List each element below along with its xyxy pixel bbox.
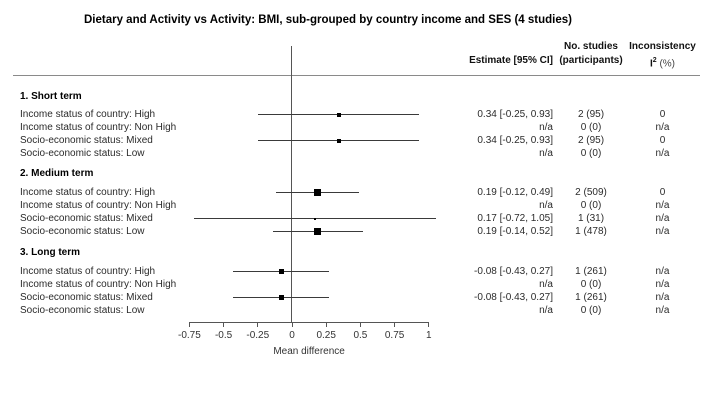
row-label: Income status of country: High xyxy=(20,109,156,120)
row-n-studies: 1 (261) xyxy=(575,292,607,303)
row-inconsistency: 0 xyxy=(659,187,666,198)
x-axis-tick xyxy=(428,322,430,327)
row-label: Income status of country: Non High xyxy=(20,122,177,133)
row-inconsistency: n/a xyxy=(655,292,670,303)
row-inconsistency: 0 xyxy=(659,135,666,146)
row-n-studies: 1 (261) xyxy=(575,266,607,277)
x-axis-tick xyxy=(223,322,225,327)
group-heading-long-term: 3. Long term xyxy=(20,247,81,258)
estimate-marker xyxy=(314,228,322,235)
row-estimate: 0.19 [-0.14, 0.52] xyxy=(477,226,553,237)
x-tick-label: 0.25 xyxy=(316,330,336,341)
row-inconsistency: n/a xyxy=(655,279,670,290)
row-label: Socio-economic status: Mixed xyxy=(20,213,153,224)
row-n-studies: 1 (478) xyxy=(575,226,607,237)
i2-superscript: 2 xyxy=(652,57,657,64)
row-estimate: -0.08 [-0.43, 0.27] xyxy=(474,266,553,277)
row-label: Socio-economic status: Mixed xyxy=(20,135,153,146)
row-n-studies: 2 (95) xyxy=(577,109,605,120)
row-label: Income status of country: Non High xyxy=(20,279,177,290)
row-estimate: 0.17 [-0.72, 1.05] xyxy=(477,213,553,224)
col-header-i2-percent: I2 (%) xyxy=(625,54,700,70)
chart-title: Dietary and Activity vs Activity: BMI, s… xyxy=(84,14,572,26)
row-estimate: 0.19 [-0.12, 0.49] xyxy=(477,187,553,198)
row-label: Income status of country: High xyxy=(20,187,156,198)
x-axis-line xyxy=(189,322,429,323)
i2-percent-unit: (%) xyxy=(656,58,676,70)
estimate-marker xyxy=(278,269,284,274)
x-tick-label: 1 xyxy=(426,330,432,341)
row-estimate: n/a xyxy=(539,279,553,290)
col-header-inconsistency: Inconsistency xyxy=(629,41,696,52)
x-axis-tick xyxy=(257,322,259,327)
col-header-no-studies-line2: (participants) xyxy=(559,55,623,66)
x-tick-label: -0.25 xyxy=(246,330,270,341)
row-n-studies: 0 (0) xyxy=(580,122,602,133)
row-estimate: 0.34 [-0.25, 0.93] xyxy=(477,109,553,120)
x-axis-tick xyxy=(359,322,361,327)
row-estimate: n/a xyxy=(539,305,553,316)
estimate-marker xyxy=(278,295,284,300)
group-heading-medium-term: 2. Medium term xyxy=(20,168,94,179)
row-n-studies: 0 (0) xyxy=(580,305,602,316)
x-axis-label: Mean difference xyxy=(273,346,345,357)
x-axis-tick xyxy=(394,322,396,327)
x-tick-label: 0.75 xyxy=(384,330,405,341)
i2-symbol: I xyxy=(649,58,653,70)
estimate-marker xyxy=(336,138,341,143)
row-label: Socio-economic status: Low xyxy=(20,305,145,316)
row-inconsistency: n/a xyxy=(655,213,670,224)
row-n-studies: 0 (0) xyxy=(580,200,602,211)
row-estimate: n/a xyxy=(539,200,553,211)
row-label: Income status of country: High xyxy=(20,266,156,277)
x-axis-tick xyxy=(291,322,293,327)
row-n-studies: 2 (509) xyxy=(575,187,607,198)
row-label: Socio-economic status: Low xyxy=(20,148,145,159)
row-inconsistency: n/a xyxy=(655,148,670,159)
row-inconsistency: n/a xyxy=(655,200,670,211)
col-header-estimate: Estimate [95% CI] xyxy=(469,55,553,66)
row-label: Socio-economic status: Mixed xyxy=(20,292,153,303)
estimate-marker xyxy=(314,217,317,220)
row-n-studies: 2 (95) xyxy=(577,135,605,146)
x-axis-tick xyxy=(325,322,327,327)
x-tick-label: -0.5 xyxy=(214,330,233,341)
col-header-no-studies-line1: No. studies xyxy=(564,41,618,52)
row-n-studies: 1 (31) xyxy=(577,213,605,224)
row-inconsistency: n/a xyxy=(655,122,670,133)
estimate-marker xyxy=(314,189,322,196)
x-tick-label: -0.75 xyxy=(177,330,201,341)
row-n-studies: 0 (0) xyxy=(580,279,602,290)
row-n-studies: 0 (0) xyxy=(580,148,602,159)
header-separator-line xyxy=(13,75,700,76)
x-tick-label: 0.5 xyxy=(353,330,368,341)
group-heading-short-term: 1. Short term xyxy=(20,91,82,102)
row-estimate: n/a xyxy=(539,122,553,133)
zero-reference-line xyxy=(291,46,292,322)
x-tick-label: 0 xyxy=(289,330,295,341)
row-inconsistency: 0 xyxy=(659,109,666,120)
row-inconsistency: n/a xyxy=(655,305,670,316)
row-label: Income status of country: Non High xyxy=(20,200,177,211)
row-estimate: 0.34 [-0.25, 0.93] xyxy=(477,135,553,146)
estimate-marker xyxy=(336,112,341,117)
row-inconsistency: n/a xyxy=(655,266,670,277)
x-axis-tick xyxy=(188,322,190,327)
row-inconsistency: n/a xyxy=(655,226,670,237)
row-label: Socio-economic status: Low xyxy=(20,226,145,237)
row-estimate: -0.08 [-0.43, 0.27] xyxy=(474,292,553,303)
row-estimate: n/a xyxy=(539,148,553,159)
